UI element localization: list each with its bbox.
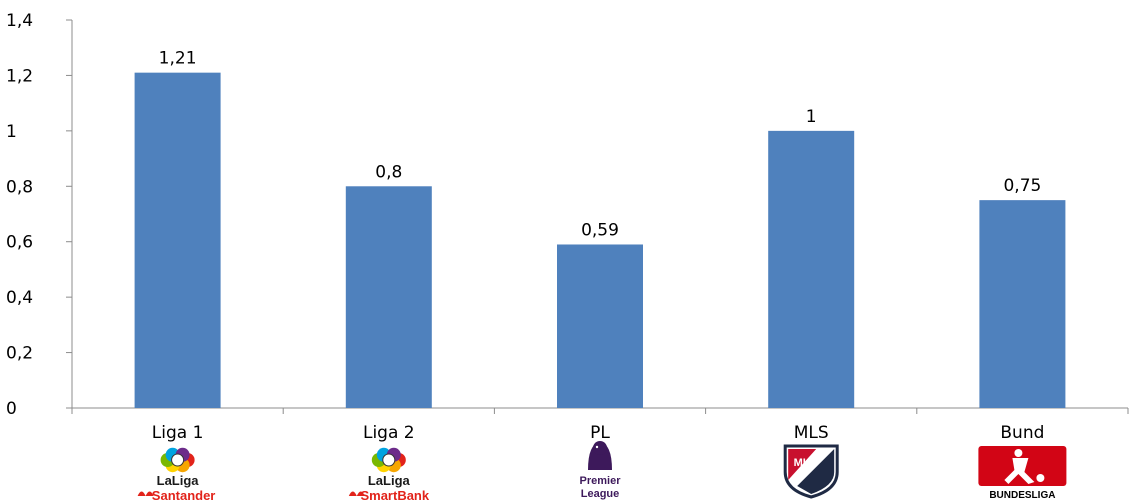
y-tick-label: 1,2 xyxy=(6,66,33,86)
data-label: 0,8 xyxy=(375,162,402,182)
data-label: 1,21 xyxy=(159,49,197,69)
logo-line-2: SmartBank xyxy=(360,488,429,500)
y-tick-label: 0 xyxy=(6,399,17,419)
y-tick-label: 1 xyxy=(6,122,17,142)
y-tick-label: 0,8 xyxy=(6,177,33,197)
bar-liga-1 xyxy=(134,72,221,409)
y-tick-label: 1,4 xyxy=(6,11,33,31)
x-category-label: PL xyxy=(590,423,610,443)
santander-flame-icon xyxy=(137,491,154,496)
player-body-icon xyxy=(1004,458,1035,484)
bar-liga-2 xyxy=(345,186,432,408)
football-icon xyxy=(382,453,396,467)
santander-flame-icon xyxy=(348,491,365,496)
chart-bars xyxy=(134,72,1066,409)
mls-logo: MLS xyxy=(783,444,839,499)
logo-line-2: League xyxy=(581,488,620,500)
logo-line-1: LaLiga xyxy=(368,473,411,488)
data-label: 1 xyxy=(806,107,817,127)
logo-line-1: LaLiga xyxy=(157,473,200,488)
bar-mls xyxy=(768,130,855,408)
lion-head-icon xyxy=(593,441,607,455)
y-tick-label: 0,6 xyxy=(6,233,33,253)
y-axis-ticks: 0 0,2 0,4 0,6 0,8 1 1,2 1,4 xyxy=(6,11,72,419)
mls-shield-blue-icon xyxy=(797,449,835,494)
x-category-label: Liga 2 xyxy=(363,423,415,443)
x-category-label: Bund xyxy=(1000,423,1044,443)
bar-bund xyxy=(979,200,1066,408)
x-category-label: MLS xyxy=(794,423,829,443)
player-head-icon xyxy=(1014,449,1023,457)
x-axis-categories: Liga 1 Liga 2 PL MLS Bund xyxy=(152,423,1045,443)
x-category-label: Liga 1 xyxy=(152,423,204,443)
logo-line-1: Premier xyxy=(580,475,622,487)
data-label: 0,59 xyxy=(581,220,619,240)
logo-line-1: MLS xyxy=(794,457,817,469)
lion-eye-icon xyxy=(595,445,599,449)
chart-data-labels: 1,21 0,8 0,59 1 0,75 xyxy=(159,49,1042,241)
logo-line-2: Santander xyxy=(152,488,216,500)
logo-line-1: BUNDESLIGA xyxy=(989,490,1055,500)
bundesliga-logo: BUNDESLIGA xyxy=(978,446,1067,500)
bar-pl xyxy=(557,244,643,408)
category-logos: LaLigaSantanderLaLigaSmartBankPremierLea… xyxy=(137,441,1067,500)
data-label: 0,75 xyxy=(1003,176,1041,196)
y-tick-label: 0,4 xyxy=(6,288,33,308)
ball-icon xyxy=(1036,474,1045,482)
mls-shield-red-icon xyxy=(788,449,817,480)
y-tick-label: 0,2 xyxy=(6,344,33,364)
football-icon xyxy=(171,453,185,467)
